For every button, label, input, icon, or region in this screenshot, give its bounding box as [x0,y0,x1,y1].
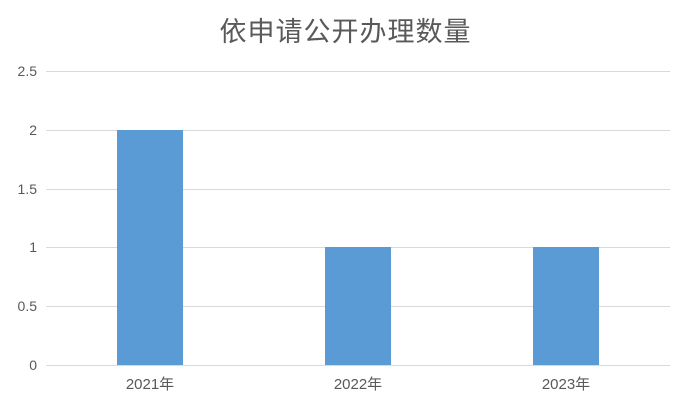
gridline [46,189,670,190]
x-tick-label: 2023年 [541,376,591,393]
y-tick-label: 2 [29,122,37,138]
gridline [46,365,670,366]
y-tick-label: 1.5 [17,181,37,197]
y-tick-label: 0.5 [17,298,37,314]
bar [117,130,183,365]
gridline [46,130,670,131]
x-tick-label: 2022年 [333,376,383,393]
chart-title: 依申请公开办理数量 [219,17,472,48]
gridline [46,71,670,72]
bar [325,247,391,365]
y-tick-label: 0 [29,357,37,373]
y-tick-label: 1 [29,239,37,255]
y-tick-label: 2.5 [17,63,37,79]
x-tick-label: 2021年 [125,376,175,393]
bar [533,247,599,365]
